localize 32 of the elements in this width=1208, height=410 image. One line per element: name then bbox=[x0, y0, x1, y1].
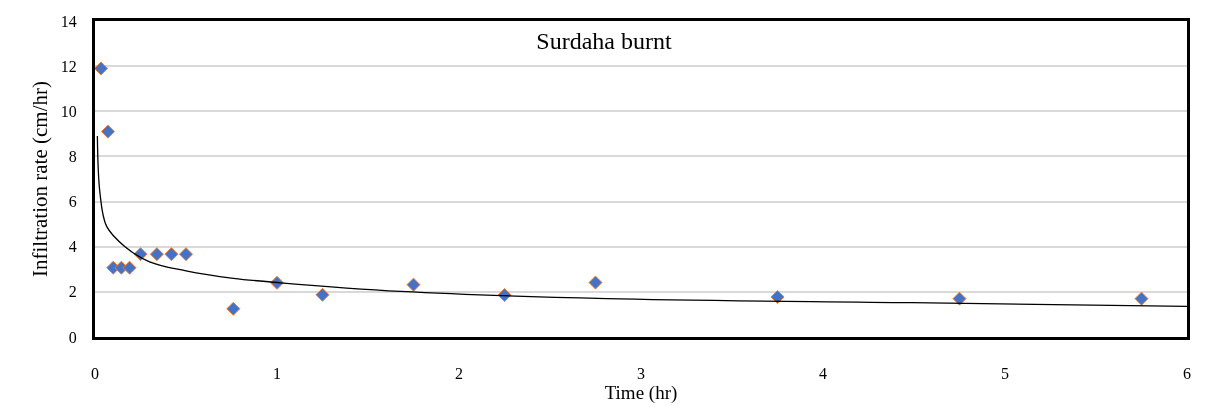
x-tick-label: 6 bbox=[1183, 365, 1191, 383]
y-axis-title: Infiltration rate (cm/hr) bbox=[27, 81, 52, 277]
y-tick-label: 10 bbox=[60, 102, 77, 120]
x-tick-label: 1 bbox=[273, 365, 281, 383]
y-tick-label: 6 bbox=[68, 193, 77, 211]
y-tick-label: 0 bbox=[68, 328, 77, 346]
y-tick-label: 2 bbox=[68, 283, 77, 301]
x-tick-label: 4 bbox=[819, 365, 827, 383]
point bbox=[122, 260, 137, 275]
point bbox=[406, 277, 421, 292]
point bbox=[770, 290, 785, 305]
point bbox=[94, 61, 109, 76]
point bbox=[179, 247, 193, 262]
point bbox=[226, 301, 241, 316]
point bbox=[315, 287, 330, 302]
y-tick-label: 8 bbox=[68, 148, 77, 166]
line-series bbox=[96, 135, 1187, 307]
x-tick-label: 3 bbox=[637, 365, 645, 383]
x-axis-title: Time (hr) bbox=[604, 382, 678, 405]
point bbox=[149, 247, 164, 262]
x-tick-label: 0 bbox=[91, 365, 99, 383]
y-tick-label: 4 bbox=[68, 238, 77, 256]
chart-title: Surdaha burnt bbox=[536, 28, 672, 55]
x-tick-label: 5 bbox=[1001, 365, 1009, 383]
x-tick-label: 2 bbox=[455, 365, 463, 383]
point bbox=[100, 124, 115, 139]
y-tick-label: 12 bbox=[60, 57, 77, 75]
point bbox=[1134, 291, 1149, 306]
point bbox=[164, 247, 179, 262]
point bbox=[952, 291, 967, 306]
point bbox=[588, 275, 603, 290]
y-tick-label: 14 bbox=[60, 12, 77, 30]
